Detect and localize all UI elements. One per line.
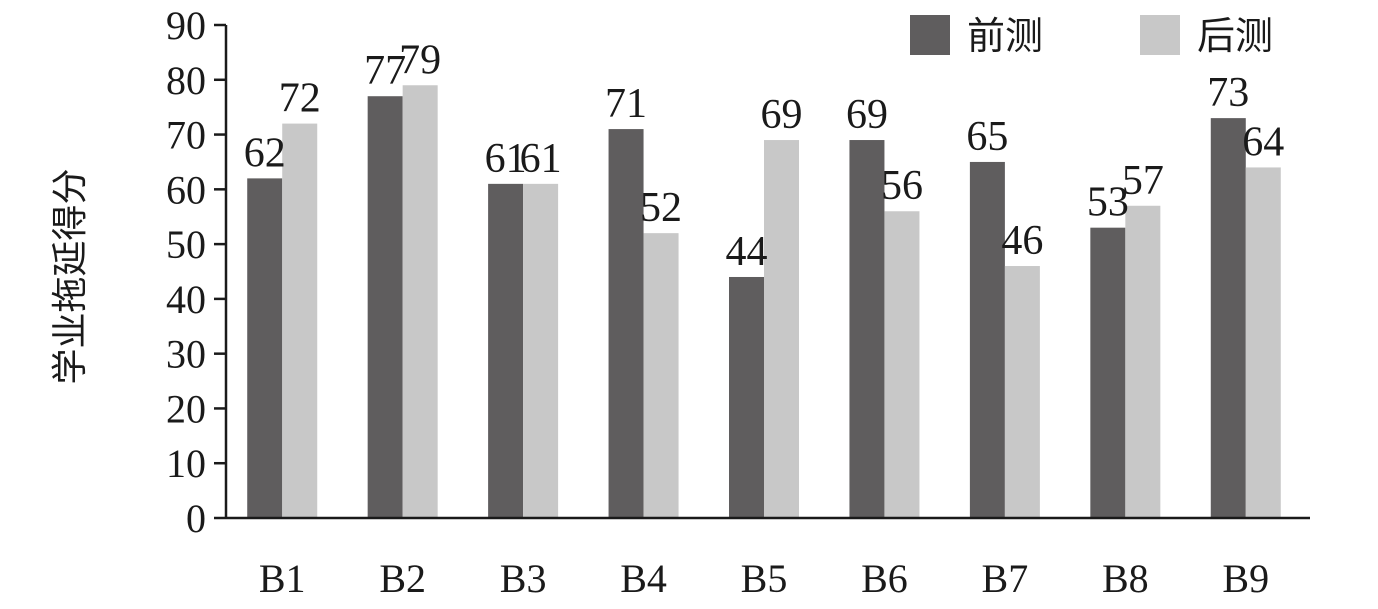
data-label-B3-series-2: 61: [520, 136, 562, 182]
y-tick-label: 40: [166, 277, 206, 322]
bar-B1-series-1: [247, 178, 283, 518]
legend: 前测 后测: [910, 14, 1273, 58]
x-tick-label: B2: [379, 556, 426, 601]
y-tick-label: 10: [166, 441, 206, 486]
bars: [247, 85, 1281, 519]
y-tick-label: 50: [166, 222, 206, 267]
x-tick-label: B3: [500, 556, 547, 601]
y-tick-label: 90: [166, 3, 206, 48]
data-label-B4-series-2: 52: [640, 185, 682, 231]
data-label-B2-series-2: 79: [399, 37, 441, 83]
bar-B6-series-1: [849, 140, 885, 519]
data-label-B6-series-1: 69: [846, 92, 888, 138]
bar-B8-series-1: [1090, 227, 1126, 518]
x-tick-label: B8: [1102, 556, 1149, 601]
bar-B7-series-2: [1004, 266, 1040, 518]
y-axis-title: 学业拖延得分: [50, 168, 91, 384]
bar-B5-series-1: [729, 276, 764, 518]
y-tick-label: 30: [166, 332, 206, 377]
y-tick-label: 60: [166, 167, 206, 212]
bar-B3-series-2: [523, 183, 559, 518]
data-label-B7-series-2: 46: [1001, 218, 1043, 264]
data-label-B7-series-1: 65: [966, 114, 1008, 160]
bar-B7-series-1: [969, 161, 1005, 518]
bar-B4-series-1: [608, 129, 644, 519]
x-axis-labels: B1 B2 B3 B4 B5 B6 B7 B8 B9: [259, 556, 1269, 601]
legend-swatch-series-1: [910, 15, 950, 55]
y-axis-ticks: 0 10 20 30 40 50 60 70 80 90: [166, 3, 226, 541]
data-label-B2-series-1: 77: [364, 48, 406, 94]
data-label-B8-series-1: 53: [1087, 180, 1129, 226]
x-tick-label: B6: [861, 556, 908, 601]
bar-B3-series-1: [488, 183, 524, 518]
legend-label-series-2: 后测: [1197, 14, 1273, 58]
data-label-B9-series-2: 64: [1242, 119, 1284, 165]
legend-swatch-series-2: [1140, 15, 1180, 55]
data-label-B5-series-2: 69: [761, 92, 803, 138]
data-label-B5-series-1: 44: [726, 229, 768, 275]
y-tick-label: 80: [166, 58, 206, 103]
x-tick-label: B5: [741, 556, 788, 601]
bar-B2-series-2: [402, 85, 438, 518]
bar-B4-series-2: [643, 233, 679, 518]
data-label-B9-series-1: 73: [1207, 70, 1249, 116]
x-tick-label: B7: [982, 556, 1029, 601]
legend-label-series-1: 前测: [967, 14, 1043, 58]
bar-B8-series-2: [1125, 205, 1161, 518]
x-tick-label: B4: [620, 556, 667, 601]
bar-B9-series-1: [1210, 118, 1246, 518]
data-label-B6-series-2: 56: [881, 163, 923, 209]
y-tick-label: 20: [166, 386, 206, 431]
bar-B1-series-2: [282, 123, 318, 518]
bar-B9-series-2: [1245, 167, 1281, 518]
bar-B6-series-2: [884, 211, 920, 518]
data-label-B3-series-1: 61: [485, 136, 527, 182]
data-label-B8-series-2: 57: [1122, 158, 1164, 204]
data-label-B4-series-1: 71: [605, 81, 647, 127]
x-tick-label: B9: [1222, 556, 1269, 601]
data-label-B1-series-1: 62: [244, 130, 286, 176]
y-tick-label: 0: [186, 496, 206, 541]
x-tick-label: B1: [259, 556, 306, 601]
data-label-B1-series-2: 72: [279, 76, 321, 122]
bar-B5-series-2: [764, 140, 799, 519]
y-tick-label: 70: [166, 113, 206, 158]
bar-B2-series-1: [367, 96, 403, 518]
